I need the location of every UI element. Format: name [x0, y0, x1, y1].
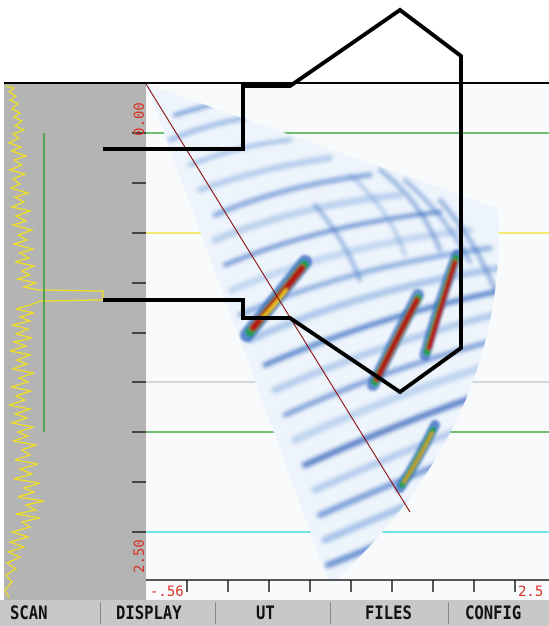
menu-divider — [448, 602, 449, 624]
sector-scan-image — [146, 84, 499, 586]
a-scan-panel — [4, 84, 146, 600]
depth-scale — [132, 132, 146, 533]
menu-ut[interactable]: UT — [256, 602, 275, 624]
a-scan-trace — [4, 85, 104, 599]
menu-files[interactable]: FILES — [365, 602, 412, 624]
menu-config[interactable]: CONFIG — [465, 602, 522, 624]
index-left-label: -.56 — [150, 584, 184, 600]
beam-cursor-line[interactable] — [145, 83, 411, 513]
menu-divider — [100, 602, 101, 624]
menu-scan[interactable]: SCAN — [10, 602, 48, 624]
menu-divider — [215, 602, 216, 624]
menu-display[interactable]: DISPLAY — [116, 602, 182, 624]
menu-divider — [330, 602, 331, 624]
depth-bottom-label: 2.50 — [132, 539, 148, 573]
softkey-menu-bar: SCAN DISPLAY UT FILES CONFIG — [0, 600, 549, 626]
depth-top-label: 0.00 — [132, 102, 148, 136]
index-axis: -.56 2.5 — [146, 579, 549, 600]
index-right-label: 2.5 — [518, 584, 543, 600]
geometry-overlay — [103, 7, 463, 395]
